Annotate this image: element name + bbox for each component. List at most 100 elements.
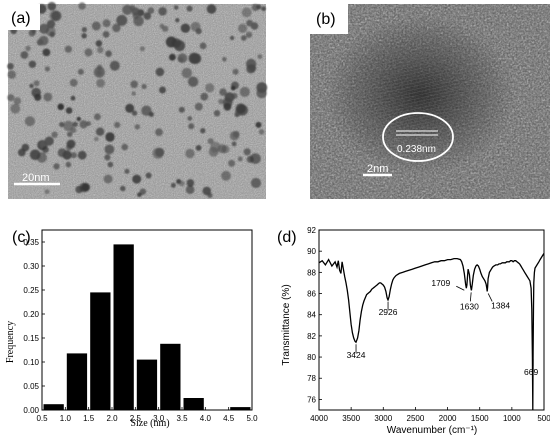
nanoparticle xyxy=(165,36,177,48)
panel-d: (d) 4000 3500 3000 2500 2000 1500 1000 500 76 78 8… xyxy=(275,212,550,440)
peak-annotation: 669 xyxy=(524,367,538,377)
panel-a-letter: (a) xyxy=(11,10,31,27)
nanoparticle xyxy=(24,116,35,127)
nanoparticle xyxy=(102,19,111,28)
nanoparticle xyxy=(229,131,240,141)
nanoparticle xyxy=(241,35,247,41)
nanoparticle xyxy=(79,120,88,129)
nanoparticle xyxy=(103,174,113,184)
nanoparticle xyxy=(141,83,147,90)
y-tick-label: 92 xyxy=(307,226,316,235)
y-tick-label: 80 xyxy=(307,353,316,362)
nanoparticle xyxy=(185,148,195,159)
nanoparticle xyxy=(94,136,99,142)
y-tick-label: 82 xyxy=(307,332,316,341)
nanoparticle xyxy=(251,3,259,12)
nanoparticle xyxy=(121,143,128,151)
x-tick-label: 3500 xyxy=(342,414,360,423)
plot-frame xyxy=(318,229,545,411)
histogram-bar xyxy=(230,407,251,410)
nanoparticle xyxy=(57,103,65,111)
y-tick-label: 0.10 xyxy=(23,358,39,367)
nanoparticle xyxy=(29,149,41,161)
nanoparticle xyxy=(134,124,140,130)
x-tick-label: 2500 xyxy=(407,414,425,423)
panel-a: (a) 20nm xyxy=(0,0,270,205)
peak-annotation: 1709 xyxy=(431,278,450,288)
nanoparticle xyxy=(199,42,207,50)
peak-annotation: 3424 xyxy=(347,350,366,360)
nanoparticle xyxy=(65,107,73,114)
panel-b-letter: (b) xyxy=(316,11,336,28)
nanoparticle xyxy=(105,132,115,142)
nanoparticle xyxy=(77,150,87,160)
y-tick-label: 88 xyxy=(307,268,316,277)
nanoparticle xyxy=(202,186,212,196)
nanoparticle xyxy=(245,31,253,38)
y-tick-label: 0.20 xyxy=(23,310,39,319)
panel-a-letter-bg xyxy=(8,4,40,30)
nanoparticle xyxy=(59,121,65,128)
nanoparticle xyxy=(194,102,203,111)
nanoparticle xyxy=(224,92,235,103)
nanoparticle xyxy=(38,35,49,46)
nanoparticle xyxy=(221,170,231,181)
nanoparticle xyxy=(66,139,76,149)
nanoparticle xyxy=(76,116,82,122)
nanoparticle xyxy=(25,45,31,52)
nanoparticle xyxy=(77,68,84,75)
nanoparticle xyxy=(186,5,193,12)
nanoparticle xyxy=(155,147,165,157)
nanoparticle xyxy=(51,10,62,22)
peak-annotation: 1384 xyxy=(491,300,510,310)
y-tick-label: 0.00 xyxy=(23,406,39,415)
nanoparticle xyxy=(93,66,105,78)
nanoparticle xyxy=(112,23,121,33)
x-tick-label: 4000 xyxy=(310,414,328,423)
nanoparticle xyxy=(70,95,76,101)
nanoparticle xyxy=(13,97,22,105)
nanoparticle xyxy=(231,141,237,147)
nanoparticle xyxy=(44,189,50,195)
nanoparticle xyxy=(200,92,209,101)
tem-image: (a) 20nm xyxy=(7,1,268,199)
nanoparticle xyxy=(105,50,112,57)
nanoparticle xyxy=(75,185,83,194)
nanoparticle xyxy=(42,48,51,57)
x-tick-label: 2000 xyxy=(439,414,457,423)
nanoparticle xyxy=(261,6,266,11)
nanoparticle xyxy=(104,144,115,155)
x-tick-label: 5.0 xyxy=(246,414,258,423)
nanoparticle xyxy=(70,152,77,159)
nanoparticle xyxy=(170,182,176,188)
nanoparticle xyxy=(94,113,101,121)
nanoparticle xyxy=(65,161,72,168)
nanoparticle xyxy=(143,12,152,20)
x-tick-label: 1.5 xyxy=(83,414,95,423)
x-tick-label: 500 xyxy=(537,414,550,423)
nanoparticle xyxy=(57,148,67,158)
nanoparticle xyxy=(139,46,145,52)
nanoparticle xyxy=(96,78,105,88)
nanoparticle xyxy=(230,85,236,91)
x-axis-label: Wavenumber (cm⁻¹) xyxy=(387,425,477,436)
nanoparticle xyxy=(219,88,227,96)
nanoparticle xyxy=(70,127,77,134)
scale-bar-a-label: 20nm xyxy=(22,172,50,184)
nanoparticles xyxy=(7,1,268,198)
ftir-spectrum: (d) 4000 3500 3000 2500 2000 1500 1000 500 76 78 8… xyxy=(277,226,550,436)
nanoparticle xyxy=(109,60,120,71)
nanoparticle xyxy=(53,163,60,170)
nanoparticle xyxy=(47,1,57,11)
nanoparticle xyxy=(158,7,167,16)
nanoparticle xyxy=(213,110,221,117)
nanoparticle xyxy=(97,46,104,54)
x-tick-label: 4.5 xyxy=(223,414,235,423)
nanoparticle xyxy=(250,22,259,30)
nanoparticle xyxy=(132,110,138,116)
nanoparticle xyxy=(31,87,41,98)
peak-annotation: 2926 xyxy=(379,307,398,317)
lattice-fringes xyxy=(358,45,498,155)
annotation-arrow xyxy=(456,285,465,291)
nanoparticle xyxy=(95,127,105,136)
